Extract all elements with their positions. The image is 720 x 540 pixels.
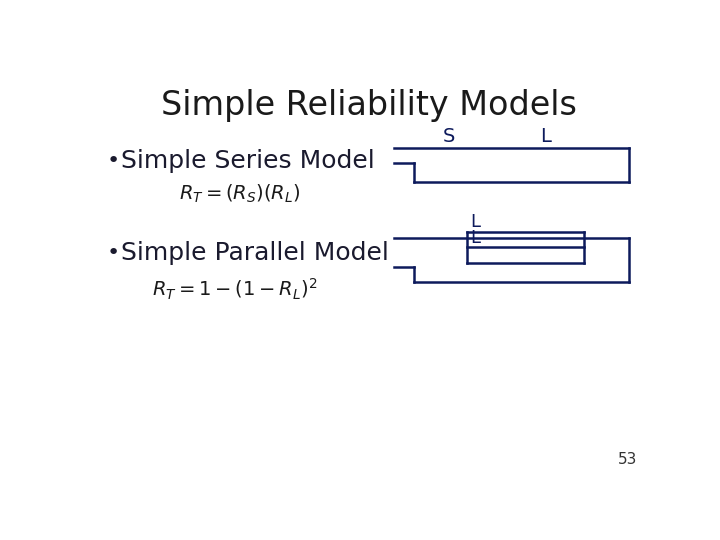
Text: Simple Series Model: Simple Series Model <box>121 149 374 173</box>
Text: L: L <box>540 127 551 146</box>
Text: •: • <box>107 244 120 264</box>
Text: Simple Reliability Models: Simple Reliability Models <box>161 90 577 123</box>
Text: L: L <box>471 213 480 231</box>
Text: L: L <box>471 228 480 247</box>
Text: 53: 53 <box>618 452 637 467</box>
Text: $R_T = 1-(1-R_L)^2$: $R_T = 1-(1-R_L)^2$ <box>152 277 318 302</box>
Text: •: • <box>107 151 120 171</box>
Text: $R_T = (R_S)(R_L)$: $R_T = (R_S)(R_L)$ <box>179 183 301 205</box>
Text: Simple Parallel Model: Simple Parallel Model <box>121 241 389 266</box>
Text: S: S <box>443 127 455 146</box>
